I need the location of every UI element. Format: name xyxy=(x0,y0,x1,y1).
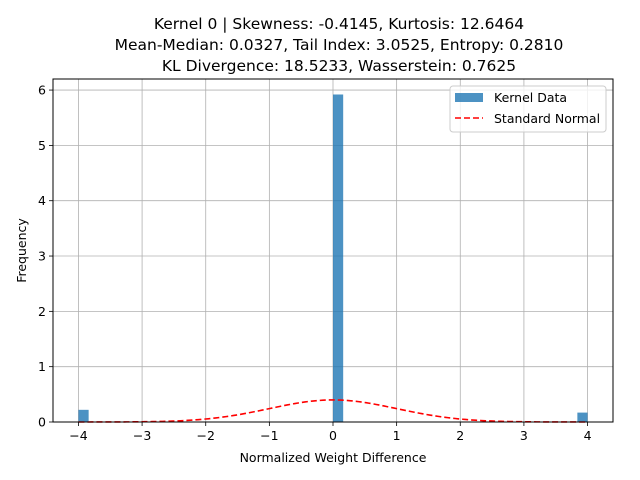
x-tick-label: −3 xyxy=(133,428,151,443)
y-tick-label: 1 xyxy=(38,359,46,374)
y-axis-ticks: 0 1 2 3 4 5 6 xyxy=(38,83,53,430)
y-tick-label: 2 xyxy=(38,304,46,319)
x-tick-label: 2 xyxy=(456,428,464,443)
legend-box xyxy=(449,85,607,133)
histogram-bar xyxy=(78,409,89,422)
x-tick-label: 3 xyxy=(520,428,528,443)
y-tick-label: 5 xyxy=(38,138,46,153)
x-axis-ticks: −4 −3 −2 −1 0 1 2 3 4 xyxy=(69,422,592,443)
chart-title-line-1: Kernel 0 | Skewness: -0.4145, Kurtosis: … xyxy=(154,15,524,33)
legend-label-standard-normal: Standard Normal xyxy=(494,111,600,126)
y-tick-label: 3 xyxy=(38,249,46,264)
x-tick-label: −1 xyxy=(260,428,278,443)
x-tick-label: −2 xyxy=(197,428,215,443)
y-tick-label: 6 xyxy=(38,83,46,98)
legend-swatch-kernel-data xyxy=(455,93,483,102)
histogram-bar xyxy=(333,94,344,422)
x-tick-label: 1 xyxy=(393,428,401,443)
legend-label-kernel-data: Kernel Data xyxy=(494,90,567,105)
histogram-bars xyxy=(78,94,588,422)
normal-curve-line xyxy=(78,399,588,423)
x-tick-label: −4 xyxy=(69,428,87,443)
x-tick-label: 4 xyxy=(584,428,592,443)
normal-curve-group xyxy=(78,399,588,423)
chart-title-line-2: Mean-Median: 0.0327, Tail Index: 3.0525,… xyxy=(115,36,564,54)
histogram-bar xyxy=(577,412,588,422)
x-tick-label: 0 xyxy=(329,428,337,443)
y-tick-label: 0 xyxy=(38,415,46,430)
legend: Kernel Data Standard Normal xyxy=(449,85,607,133)
chart-title-line-3: KL Divergence: 18.5233, Wasserstein: 0.7… xyxy=(162,57,516,75)
y-tick-label: 4 xyxy=(38,193,46,208)
x-axis-label: Normalized Weight Difference xyxy=(240,450,427,465)
y-axis-label: Frequency xyxy=(14,218,29,283)
